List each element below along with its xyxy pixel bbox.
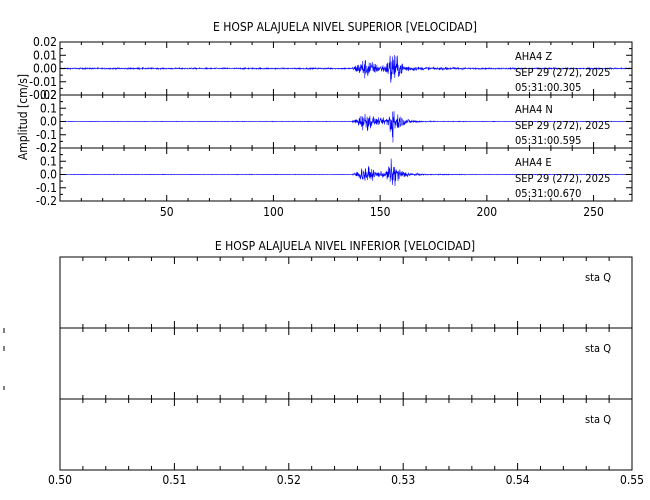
station-label: AHA4 Z (515, 50, 552, 63)
lower-plot-title: E HOSP ALAJUELA NIVEL INFERIOR [VELOCIDA… (215, 239, 475, 253)
date-label: SEP 29 (272), 2025 (515, 119, 610, 132)
waveform-z (60, 55, 632, 83)
upper-x-axis: 50 100 150 200 250 (160, 205, 604, 219)
y-tick-label: -0.01 (29, 75, 57, 89)
y-tick-label: 0.2 (40, 141, 57, 155)
time-label: 05:31:00.670 (515, 187, 581, 200)
time-label: 05:31:00.305 (515, 81, 581, 94)
panel-frame (59, 327, 633, 400)
upper-plot: E HOSP ALAJUELA NIVEL SUPERIOR [VELOCIDA… (16, 20, 633, 219)
station-label: sta Q (585, 271, 611, 284)
station-label: sta Q (585, 342, 611, 355)
x-tick-label: 0.52 (277, 473, 301, 487)
panel-frame (59, 398, 633, 471)
upper-panels: 0.020.010.00-0.01-0.02 AHA4 Z SEP 29 (272)… (29, 35, 633, 208)
station-label: AHA4 E (515, 156, 552, 169)
lower-x-axis: 0.50 0.51 0.52 0.53 0.54 0.55 (48, 473, 644, 487)
x-tick-label: 50 (160, 205, 174, 219)
x-tick-label: 250 (583, 205, 604, 219)
y-tick-label: 0.2 (40, 88, 57, 102)
y-tick-label: -0.2 (36, 194, 57, 208)
y-tick-label: 0.0 (40, 168, 57, 182)
x-tick-label: 0.53 (391, 473, 415, 487)
y-tick-label: 0.0 (40, 115, 57, 129)
y-tick-label: 0.1 (40, 154, 57, 168)
y-tick-label: 0.1 (40, 101, 57, 115)
y-tick-label: -0.02 (29, 88, 57, 102)
x-tick-label: 0.55 (620, 473, 644, 487)
waveform-e (60, 158, 632, 187)
lower-plot: E HOSP ALAJUELA NIVEL INFERIOR [VELOCIDA… (48, 239, 644, 487)
y-tick-label: -0.1 (36, 181, 57, 195)
x-tick-label: 100 (263, 205, 284, 219)
lower-panel-2: sta Q (59, 327, 633, 400)
lower-panels: sta Q sta Q sta Q (59, 256, 633, 471)
x-tick-label: 0.54 (506, 473, 530, 487)
y-tick-label: 0.01 (33, 48, 57, 62)
upper-plot-title: E HOSP ALAJUELA NIVEL SUPERIOR [VELOCIDA… (213, 20, 477, 34)
y-tick-label: 0.00 (33, 62, 57, 76)
y-tick-label: -0.1 (36, 128, 57, 142)
date-label: SEP 29 (272), 2025 (515, 66, 610, 79)
y-tick-label: -0.2 (36, 141, 57, 155)
lower-panel-3: sta Q (59, 398, 633, 471)
lower-panel-1: sta Q (59, 256, 633, 329)
date-label: SEP 29 (272), 2025 (515, 172, 610, 185)
time-label: 05:31:00.595 (515, 134, 581, 147)
panel-frame (59, 256, 633, 329)
x-tick-label: 200 (477, 205, 498, 219)
x-tick-label: 150 (370, 205, 391, 219)
station-label: sta Q (585, 413, 611, 426)
y-tick-label: 0.02 (33, 35, 57, 49)
waveform-n (60, 111, 632, 143)
upper-panel-z: 0.020.010.00-0.01-0.02 AHA4 Z SEP 29 (272)… (29, 35, 633, 102)
station-label: AHA4 N (515, 103, 553, 116)
x-tick-label: 0.51 (162, 473, 186, 487)
upper-y-axis-label: Amplitud [cm/s] (16, 74, 30, 160)
x-tick-label: 0.50 (48, 473, 72, 487)
